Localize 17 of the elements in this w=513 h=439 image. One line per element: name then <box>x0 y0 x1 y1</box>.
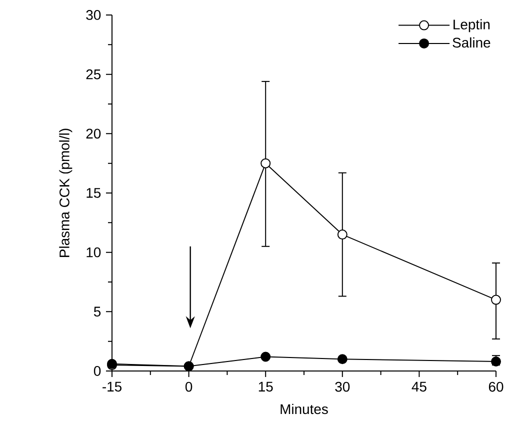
x-tick-label: 0 <box>185 382 192 392</box>
y-tick-label: 10 <box>86 247 101 258</box>
x-axis-title: Minutes <box>280 404 328 414</box>
y-tick-label: 15 <box>86 188 101 198</box>
x-tick-label: 30 <box>335 382 350 392</box>
y-tick-label: 25 <box>86 69 101 80</box>
y-tick-label: 30 <box>86 10 101 20</box>
y-tick-label: 0 <box>94 366 101 376</box>
x-tick-label: -15 <box>102 382 122 392</box>
y-tick-label: 5 <box>94 306 101 317</box>
legend-label: Saline <box>452 37 490 48</box>
x-tick-label: 15 <box>258 382 273 392</box>
x-tick-label: 60 <box>488 382 504 392</box>
x-tick-label: 45 <box>412 382 426 392</box>
y-tick-label: 20 <box>86 128 101 139</box>
legend-label: Leptin <box>454 19 490 32</box>
y-axis-title: Plasma CCK (pmol/l) <box>59 128 72 257</box>
